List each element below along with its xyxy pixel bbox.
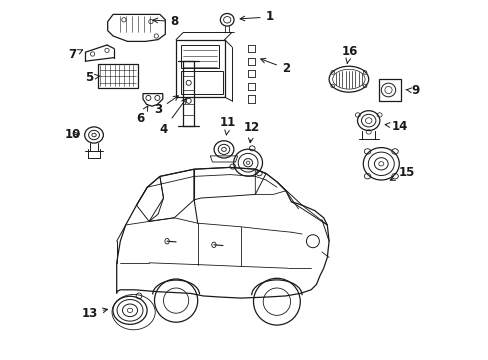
Bar: [98, 64, 137, 88]
Text: 1: 1: [240, 10, 273, 23]
Text: 13: 13: [81, 307, 107, 320]
Text: 16: 16: [341, 45, 357, 63]
Text: 7: 7: [68, 48, 82, 61]
Text: 8: 8: [153, 15, 178, 28]
Text: 5: 5: [85, 71, 100, 84]
Text: 10: 10: [64, 129, 81, 141]
Text: 9: 9: [405, 84, 419, 97]
Text: 12: 12: [243, 121, 259, 143]
Text: 14: 14: [385, 120, 407, 132]
Text: 2: 2: [260, 58, 289, 75]
Text: 4: 4: [159, 99, 186, 136]
Bar: [378, 79, 400, 101]
Text: 15: 15: [389, 166, 414, 180]
Text: 3: 3: [154, 96, 178, 116]
Text: 11: 11: [220, 116, 236, 135]
Text: 6: 6: [136, 106, 147, 125]
